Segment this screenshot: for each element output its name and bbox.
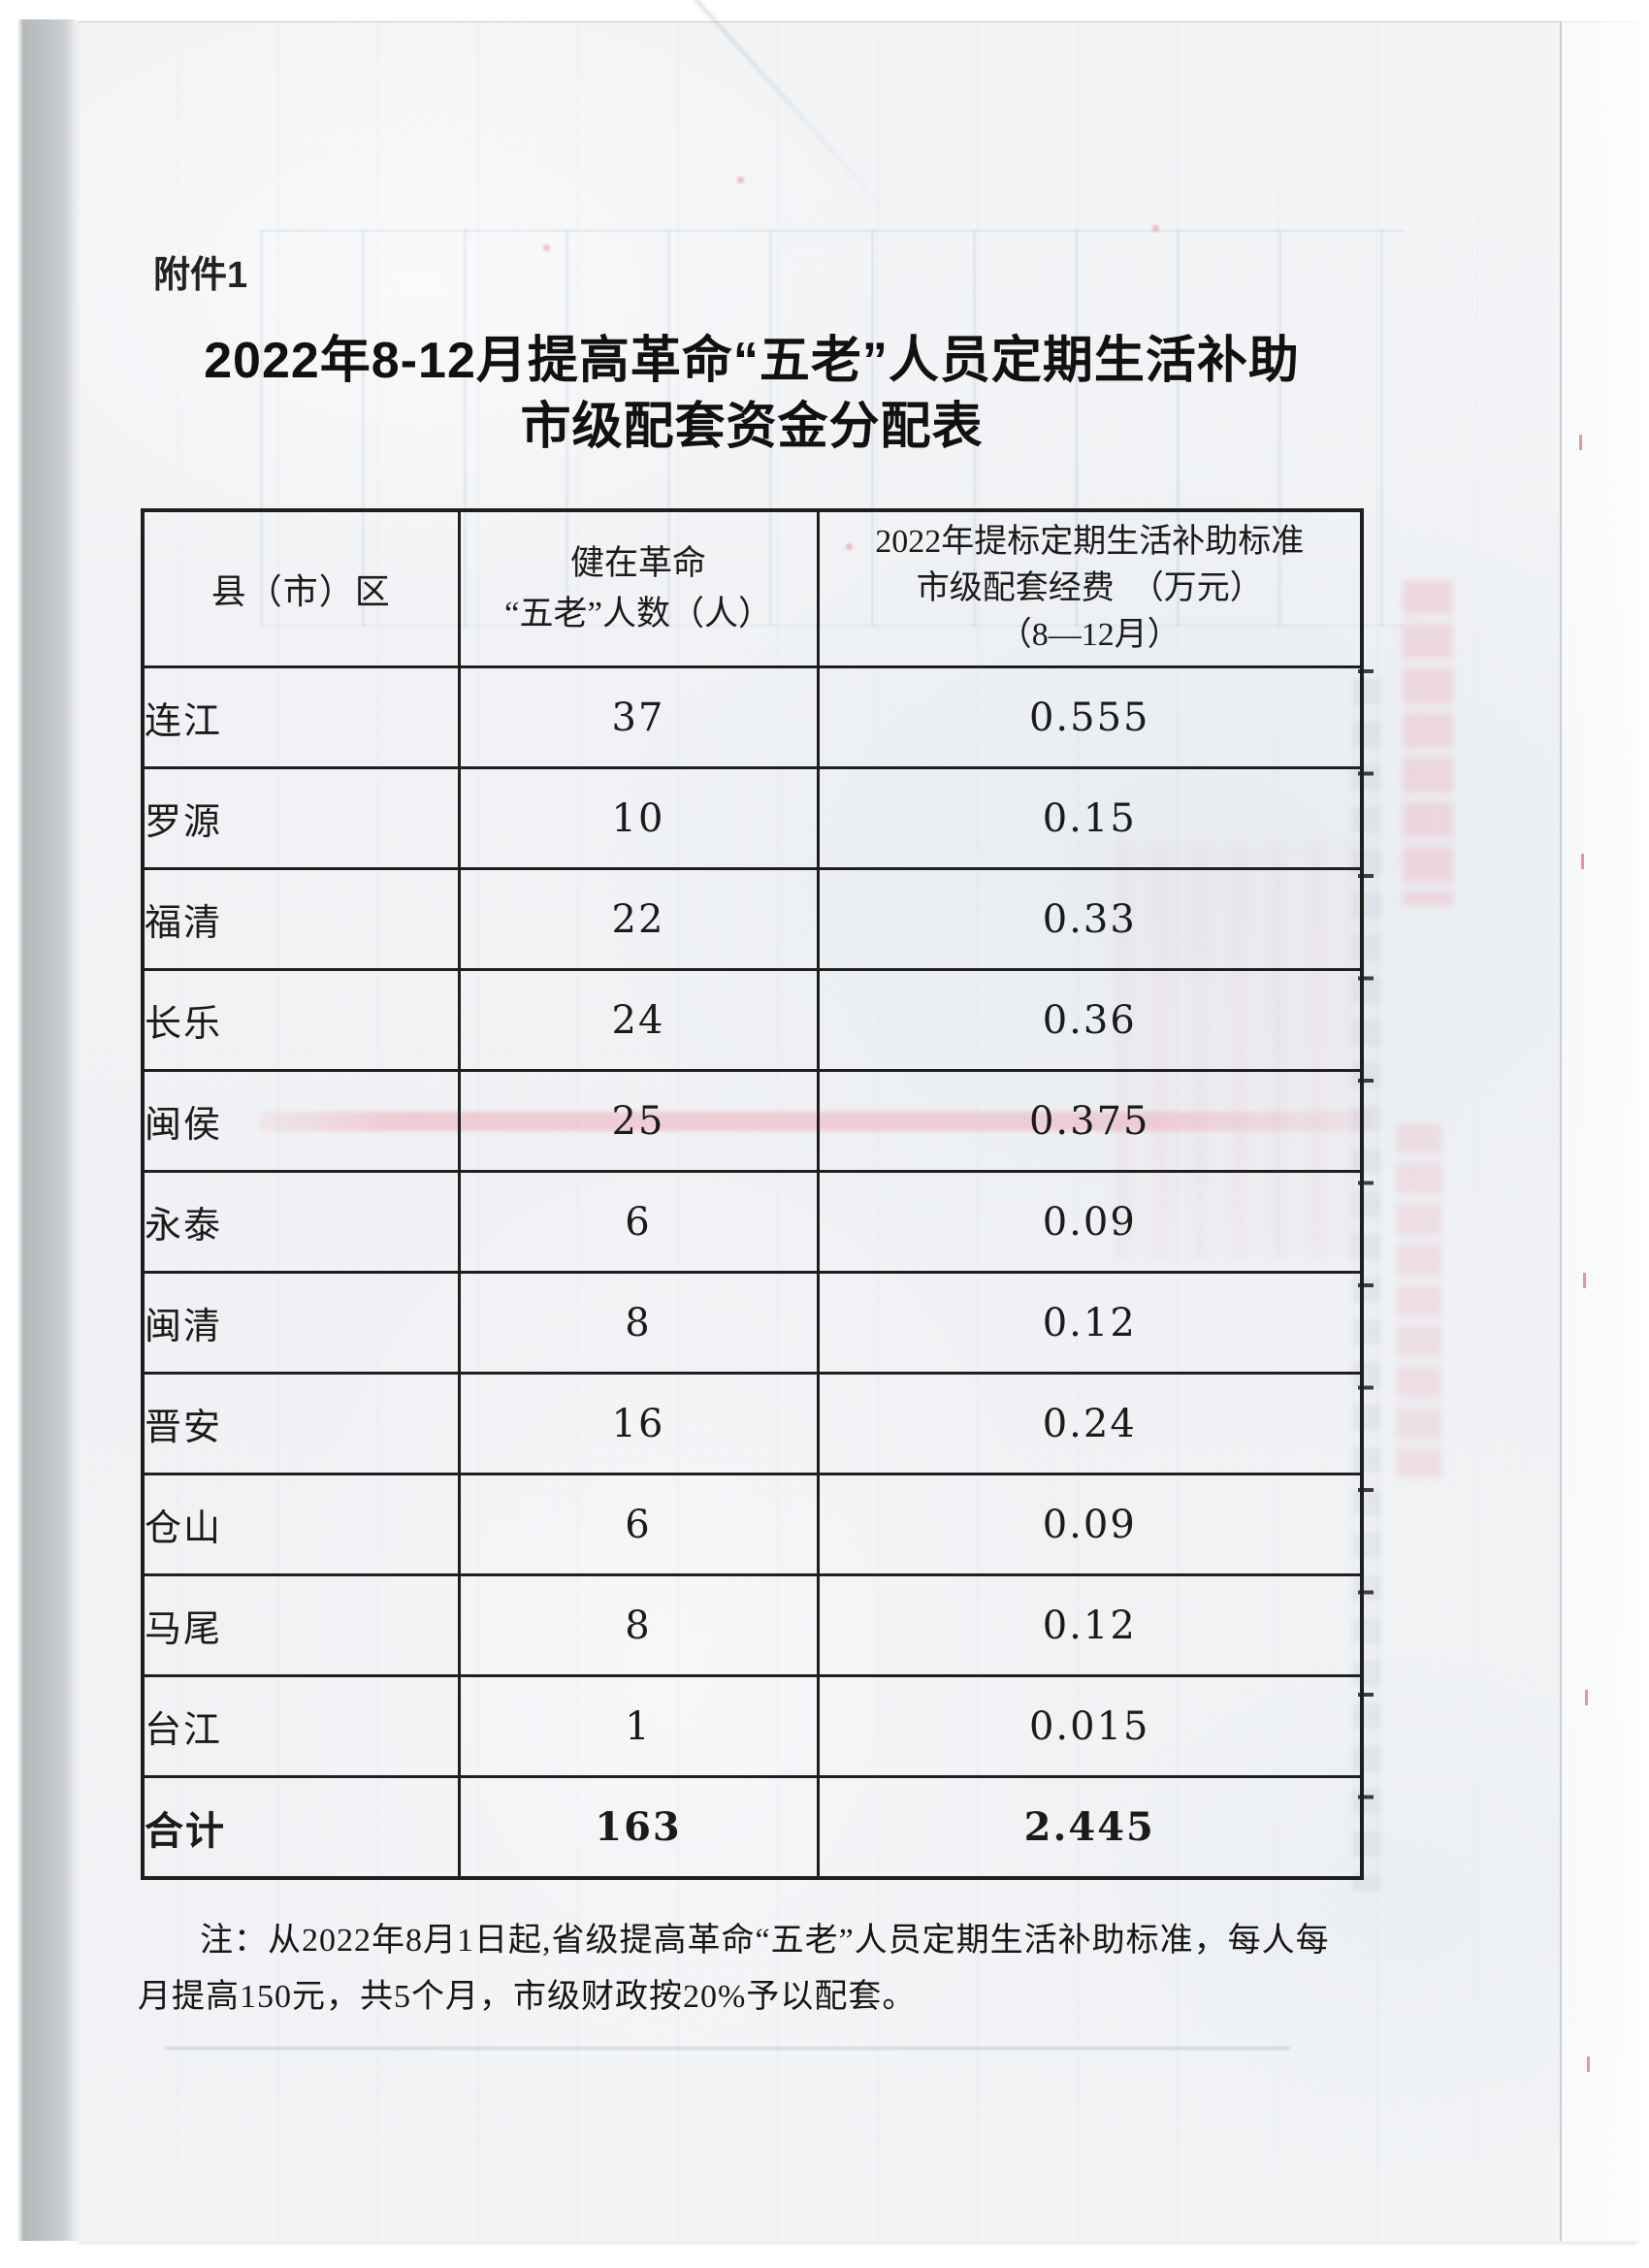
count-cell: 16 <box>457 1372 820 1475</box>
header-district: 县（市）区 <box>141 508 461 668</box>
district-cell: 永泰 <box>141 1170 461 1274</box>
count-cell: 22 <box>457 867 820 971</box>
table-row: 马尾 8 0.12 <box>141 1573 1364 1677</box>
count-cell: 37 <box>457 665 820 769</box>
district-cell: 闽侯 <box>141 1069 461 1173</box>
allocation-table: 县（市）区 健在革命 “五老”人数（人） 2022年提标定期生活补助标准 市级配… <box>141 508 1364 1880</box>
fund-cell: 0.375 <box>816 1069 1364 1173</box>
header-count-line2: “五老”人数（人） <box>503 595 773 632</box>
total-fund-cell: 2.445 <box>816 1775 1364 1880</box>
fund-cell: 0.12 <box>816 1573 1364 1677</box>
table-row: 仓山 6 0.09 <box>141 1473 1364 1576</box>
table-row: 闽清 8 0.12 <box>141 1271 1364 1375</box>
document-title-line2: 市级配套资金分配表 <box>520 399 984 455</box>
fund-cell: 0.24 <box>816 1372 1364 1475</box>
total-count-cell: 163 <box>457 1775 820 1880</box>
table-row: 闽侯 25 0.375 <box>141 1069 1364 1173</box>
district-cell: 马尾 <box>141 1573 461 1677</box>
count-cell: 24 <box>457 968 820 1072</box>
district-cell: 连江 <box>141 665 461 769</box>
total-label-cell: 合计 <box>141 1775 461 1880</box>
attachment-label: 附件1 <box>153 255 248 296</box>
paper-right-edge <box>1560 21 1639 2241</box>
table-row: 连江 37 0.555 <box>141 665 1364 769</box>
table-row: 罗源 10 0.15 <box>141 766 1364 870</box>
district-cell: 晋安 <box>141 1372 461 1475</box>
fund-cell: 0.09 <box>816 1473 1364 1576</box>
header-count: 健在革命 “五老”人数（人） <box>457 508 820 668</box>
count-cell: 6 <box>457 1170 820 1274</box>
district-cell: 仓山 <box>141 1473 461 1576</box>
header-fund-line2: 市级配套经费 （万元） <box>916 570 1263 606</box>
district-cell: 福清 <box>141 867 461 971</box>
fund-cell: 0.12 <box>816 1271 1364 1375</box>
fund-cell: 0.36 <box>816 968 1364 1072</box>
header-fund: 2022年提标定期生活补助标准 市级配套经费 （万元） （8—12月） <box>816 508 1364 668</box>
table-row: 永泰 6 0.09 <box>141 1170 1364 1274</box>
count-cell: 6 <box>457 1473 820 1576</box>
fund-cell: 0.555 <box>816 665 1364 769</box>
fund-cell: 0.15 <box>816 766 1364 870</box>
district-cell: 罗源 <box>141 766 461 870</box>
header-fund-line3: （8—12月） <box>998 617 1180 653</box>
table-row: 台江 1 0.015 <box>141 1674 1364 1778</box>
header-count-line1: 健在革命 <box>569 544 706 582</box>
scanner-edge-strip <box>17 19 78 2241</box>
fund-cell: 0.09 <box>816 1170 1364 1274</box>
footnote-line1: 注：从2022年8月1日起,省级提高革命“五老”人员定期生活补助标准，每人每 <box>200 1923 1330 1959</box>
district-cell: 长乐 <box>141 968 461 1072</box>
document-title-line1: 2022年8-12月提高革命“五老”人员定期生活补助 <box>204 333 1300 389</box>
count-cell: 8 <box>457 1573 820 1677</box>
count-cell: 1 <box>457 1674 820 1778</box>
footnote-line2: 月提高150元，共5个月，市级财政按20%予以配套。 <box>138 1979 917 2015</box>
table-row: 晋安 16 0.24 <box>141 1372 1364 1475</box>
table-total-row: 合计 163 2.445 <box>141 1775 1364 1880</box>
document-title: 2022年8-12月提高革命“五老”人员定期生活补助 市级配套资金分配表 <box>141 328 1363 460</box>
count-cell: 8 <box>457 1271 820 1375</box>
district-cell: 台江 <box>141 1674 461 1778</box>
fund-cell: 0.33 <box>816 867 1364 971</box>
table-row: 福清 22 0.33 <box>141 867 1364 971</box>
header-fund-line1: 2022年提标定期生活补助标准 <box>875 524 1305 560</box>
table-row: 长乐 24 0.36 <box>141 968 1364 1072</box>
count-cell: 10 <box>457 766 820 870</box>
fund-cell: 0.015 <box>816 1674 1364 1778</box>
table-line-overrun-marks <box>1358 669 1374 1897</box>
count-cell: 25 <box>457 1069 820 1173</box>
district-cell: 闽清 <box>141 1271 461 1375</box>
table-header-row: 县（市）区 健在革命 “五老”人数（人） 2022年提标定期生活补助标准 市级配… <box>141 508 1364 668</box>
